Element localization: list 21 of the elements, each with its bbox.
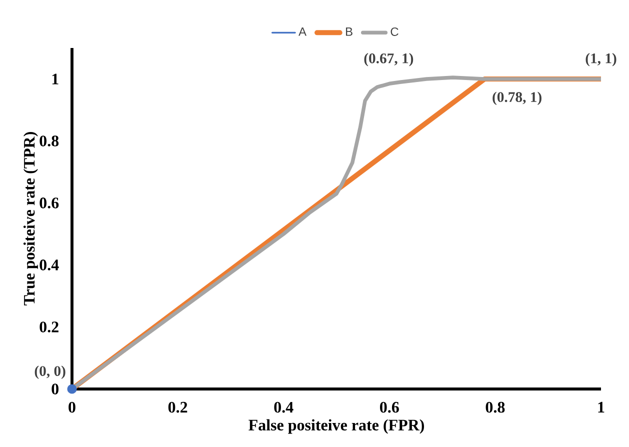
y-tick-label: 0.4 (40, 260, 59, 270)
x-tick-label: 0.4 (274, 402, 294, 413)
legend-label: A (298, 28, 307, 36)
x-tick-label: 0 (68, 402, 76, 413)
y-axis-title: True positeive rate (TPR) (23, 132, 38, 306)
legend-label: C (390, 27, 398, 36)
y-tick-label: 0.6 (40, 198, 59, 208)
x-axis-title: False positeive rate (FPR) (248, 419, 424, 434)
x-tick-label: 0.8 (486, 402, 505, 413)
y-tick-label: 0 (52, 384, 58, 394)
x-tick-label: 1 (598, 402, 604, 412)
legend-label: B (346, 28, 352, 36)
annotation: (1, 1) (586, 53, 616, 66)
y-tick-label: 1 (52, 74, 58, 84)
annotation: (0.67, 1) (364, 53, 414, 66)
x-tick-label: 0.2 (168, 402, 188, 413)
annotation: (0, 0) (34, 366, 66, 379)
y-tick-label: 0.8 (40, 136, 59, 146)
x-tick-label: 0.6 (380, 402, 399, 413)
y-tick-label: 0.2 (40, 322, 58, 332)
annotation: (0.78, 1) (492, 92, 542, 105)
